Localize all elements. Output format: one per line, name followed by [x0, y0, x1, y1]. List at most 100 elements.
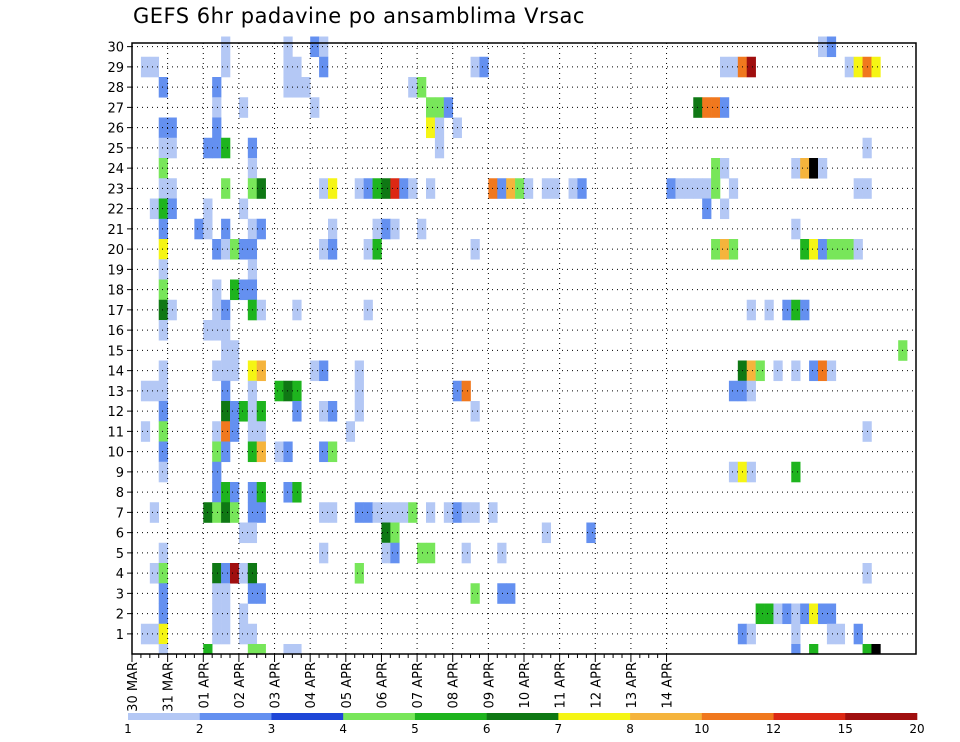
y-tick-label: 14 — [107, 365, 124, 380]
heatmap-cell — [194, 218, 204, 240]
heatmap-cell — [853, 178, 863, 199]
heatmap-cell — [221, 320, 231, 341]
x-tick-label: 13 APR — [625, 662, 640, 708]
heatmap-cell — [791, 623, 801, 645]
heatmap-cell — [853, 56, 863, 78]
heatmap-cell — [417, 77, 427, 98]
x-tick-label: 31 MAR — [162, 662, 177, 712]
heatmap-cell — [203, 644, 213, 655]
heatmap-cell — [221, 623, 231, 645]
y-tick-label: 3 — [116, 587, 124, 602]
heatmap-cell — [238, 623, 249, 645]
heatmap-cell — [221, 340, 231, 361]
heatmap-cell — [292, 56, 302, 78]
heatmap-cell — [256, 482, 266, 503]
heatmap-cell — [212, 299, 222, 321]
heatmap-cell — [238, 279, 249, 301]
legend-swatch — [414, 713, 487, 720]
y-tick-label: 4 — [116, 567, 124, 582]
heatmap-cell — [158, 77, 168, 98]
heatmap-cell — [212, 137, 222, 159]
heatmap-cell — [310, 360, 320, 382]
heatmap-cell — [230, 360, 240, 382]
heatmap-cell — [862, 644, 872, 655]
heatmap-cell — [809, 360, 819, 382]
heatmap-cell — [363, 178, 373, 199]
heatmap-cell — [301, 77, 311, 98]
heatmap-cell — [853, 623, 863, 645]
heatmap-cell — [800, 239, 810, 260]
heatmap-cell — [755, 603, 765, 625]
y-tick-label: 22 — [107, 203, 124, 218]
y-tick-label: 26 — [107, 122, 124, 137]
heatmap-cell — [746, 623, 756, 645]
heatmap-cell — [212, 360, 222, 382]
heatmap-cell — [461, 542, 471, 564]
heatmap-cell — [782, 299, 792, 321]
heatmap-cell — [212, 482, 222, 503]
heatmap-cell — [292, 77, 302, 98]
y-tick-label: 25 — [107, 142, 124, 157]
heatmap-cell — [791, 218, 801, 240]
y-tick-label: 13 — [107, 385, 124, 400]
heatmap-cell — [230, 421, 240, 442]
heatmap-cell — [212, 441, 222, 463]
legend-label: 2 — [196, 722, 204, 736]
legend-label: 12 — [766, 722, 781, 736]
heatmap-cell — [675, 178, 685, 199]
heatmap-cell — [283, 380, 293, 402]
heatmap-cell — [247, 644, 258, 655]
y-tick-label: 6 — [116, 527, 124, 542]
chart-title: GEFS 6hr padavine po ansamblima Vrsac — [133, 4, 585, 28]
heatmap-cell — [221, 603, 231, 625]
heatmap-cell — [158, 360, 168, 382]
heatmap-cell — [711, 178, 721, 199]
heatmap-cell — [746, 299, 756, 321]
legend-label: 10 — [694, 722, 709, 736]
x-tick-label: 10 APR — [518, 662, 533, 708]
heatmap-cell — [791, 360, 801, 382]
heatmap-cell — [791, 603, 801, 625]
heatmap-cell — [426, 502, 436, 523]
heatmap-cell — [149, 198, 160, 220]
heatmap-cell — [871, 56, 881, 78]
heatmap-cell — [835, 623, 846, 645]
heatmap-cell — [702, 97, 712, 118]
legend-label: 7 — [555, 722, 563, 736]
heatmap-cell — [809, 644, 819, 655]
heatmap-cell — [158, 178, 168, 199]
heatmap-cell — [728, 380, 739, 402]
heatmap-cell — [230, 279, 240, 301]
heatmap-cell — [221, 401, 231, 422]
heatmap-cell — [684, 178, 694, 199]
heatmap-cell — [319, 56, 329, 78]
heatmap-cell — [853, 239, 863, 260]
heatmap-cell — [149, 623, 160, 645]
heatmap-cell — [381, 218, 391, 240]
heatmap-cell — [720, 198, 730, 220]
legend-label: 15 — [838, 722, 853, 736]
heatmap-cell — [158, 198, 168, 220]
heatmap-cell — [782, 603, 792, 625]
heatmap-cell — [426, 542, 436, 564]
x-tick-label: 09 APR — [482, 662, 497, 708]
y-tick-label: 10 — [107, 446, 124, 461]
heatmap-cell — [319, 401, 329, 422]
heatmap-cell — [809, 603, 819, 625]
heatmap-cell — [720, 97, 730, 118]
legend-label: 8 — [626, 722, 634, 736]
y-tick-label: 30 — [107, 41, 124, 56]
heatmap-cell — [755, 360, 765, 382]
heatmap-cell — [256, 218, 266, 240]
x-tick-label: 02 APR — [233, 662, 248, 708]
heatmap-cell — [256, 502, 266, 523]
y-tick-label: 29 — [107, 61, 124, 76]
heatmap-cell — [711, 239, 721, 260]
heatmap-cell — [470, 239, 480, 260]
heatmap-cell — [221, 502, 231, 523]
heatmap-cell — [791, 158, 801, 179]
heatmap-cell — [256, 421, 266, 442]
legend-label: 1 — [124, 722, 132, 736]
heatmap-cell — [274, 380, 284, 402]
